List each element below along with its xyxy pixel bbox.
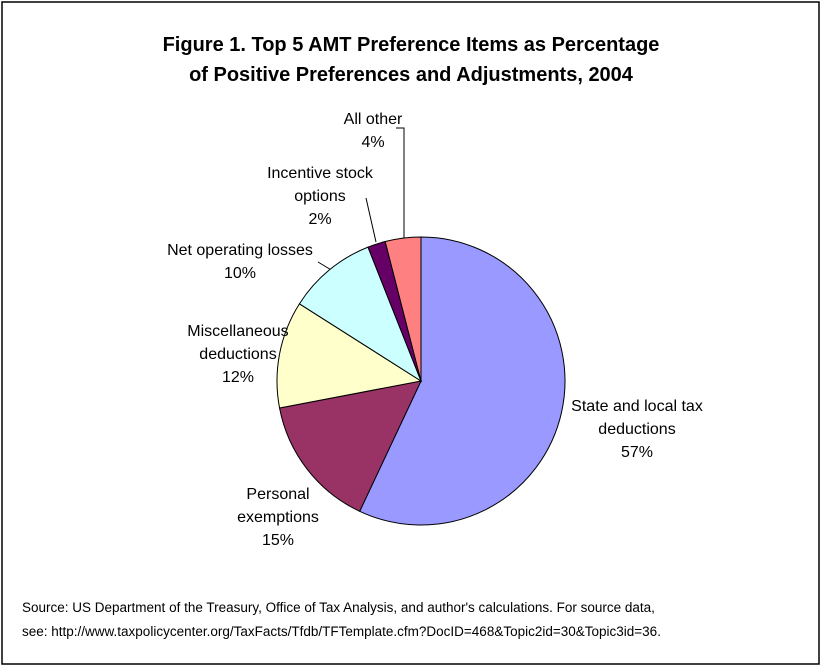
pie-slice <box>298 246 423 383</box>
chart-title: of Positive Preferences and Adjustments,… <box>189 64 633 86</box>
pie-slice <box>359 236 566 526</box>
slice-label: Incentive stock options <box>267 165 373 205</box>
value-label: 57% <box>620 444 654 461</box>
leader-line <box>365 197 377 243</box>
source-note: Source: US Department of the Treasury, O… <box>22 600 655 615</box>
slice-label: All other <box>343 111 403 128</box>
value-label: 10% <box>223 265 257 282</box>
value-label: 12% <box>221 369 255 386</box>
leader-line <box>396 127 405 239</box>
pie-slice <box>276 303 423 409</box>
slice-label: State and local tax deductions <box>571 398 703 438</box>
value-label: 15% <box>261 532 295 549</box>
slice-label: Miscellaneous deductions <box>187 323 289 363</box>
slice-label: Net operating losses <box>167 242 313 259</box>
value-label: 2% <box>308 211 332 228</box>
chart-title: Figure 1. Top 5 AMT Preference Items as … <box>162 34 660 56</box>
pie-slice <box>278 380 422 512</box>
pie-slice <box>384 236 422 382</box>
value-label: 4% <box>361 134 385 151</box>
source-note: see: http://www.taxpolicycenter.org/TaxF… <box>22 624 661 639</box>
slice-label: Personal exemptions <box>237 486 319 526</box>
